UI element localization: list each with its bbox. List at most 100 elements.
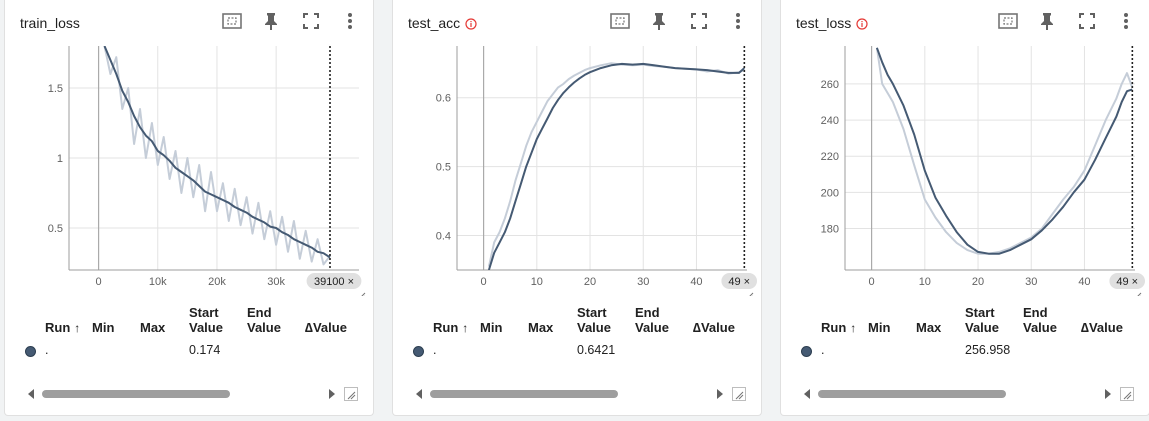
start-value-cell: 256.958 [965, 343, 1011, 357]
x-tick-label: 30k [267, 276, 285, 288]
step-chip[interactable]: 49 × [721, 273, 757, 289]
run-header-label: Run [45, 320, 71, 335]
table-row[interactable]: . 0.174 [5, 342, 373, 362]
end-value-column-header[interactable]: End Value [247, 305, 281, 335]
end-value-column-header[interactable]: End Value [635, 305, 669, 335]
run-color-dot[interactable] [25, 346, 36, 357]
run-column-header[interactable]: Run ↑ [45, 320, 80, 336]
more-vert-button[interactable] [338, 11, 362, 35]
fullscreen-button[interactable] [687, 11, 711, 35]
table-resize-handle[interactable] [344, 387, 358, 401]
series-line-raw [103, 46, 331, 266]
y-tick-label: 0.4 [436, 231, 451, 243]
table-horizontal-scrollbar[interactable] [796, 384, 1116, 404]
delta-value-column-header[interactable]: ∆Value [693, 320, 735, 335]
min-column-header[interactable]: Min [480, 320, 503, 335]
max-column-header[interactable]: Max [916, 320, 942, 335]
card-title: train_loss [20, 15, 80, 31]
fit-domain-icon [998, 12, 1018, 34]
series-line-smoothed [487, 62, 745, 270]
end-value-column-header[interactable]: End Value [1023, 305, 1057, 335]
card-title-text: train_loss [20, 15, 80, 31]
delta-value-column-header[interactable]: ∆Value [305, 320, 347, 335]
more-vert-button[interactable] [726, 11, 750, 35]
start-value-column-header[interactable]: Start Value [189, 305, 223, 335]
card-header: train_loss [5, 0, 373, 46]
chart-resize-handle[interactable] [359, 292, 366, 296]
y-tick-label: 0.6 [436, 93, 451, 105]
table-row[interactable]: . 0.6421 [393, 342, 761, 362]
step-chip[interactable]: 49 × [1109, 273, 1145, 289]
fullscreen-icon [303, 12, 319, 34]
fit-domain-button[interactable] [220, 11, 244, 35]
chart: 0.5 1 1.5 0 10k 20k 30k 39100 × [48, 46, 366, 296]
end-header-line1: End [247, 305, 272, 320]
run-color-dot[interactable] [413, 346, 424, 357]
fit-domain-icon [610, 12, 630, 34]
max-column-header[interactable]: Max [528, 320, 554, 335]
table-resize-handle[interactable] [1120, 387, 1134, 401]
start-header-line2: Value [189, 320, 223, 335]
step-chip[interactable]: 39100 × [306, 273, 362, 289]
start-value-cell: 0.174 [189, 343, 221, 357]
y-tick-label: 200 [821, 187, 839, 199]
pin-button[interactable] [647, 11, 671, 35]
more-vert-icon [735, 12, 741, 35]
pin-button[interactable] [1035, 11, 1059, 35]
info-icon[interactable] [856, 17, 868, 30]
y-tick-label: 220 [821, 151, 839, 163]
start-header-line1: Start [577, 305, 607, 320]
series-line-smoothed [103, 46, 331, 259]
info-icon[interactable] [465, 17, 477, 30]
series-line-smoothed [875, 47, 1133, 255]
table-resize-handle[interactable] [732, 387, 746, 401]
scroll-left-arrow-icon[interactable] [416, 389, 422, 399]
sort-arrow-icon: ↑ [462, 321, 469, 335]
table-horizontal-scrollbar[interactable] [20, 384, 340, 404]
delta-value-column-header[interactable]: ∆Value [1081, 320, 1123, 335]
fit-domain-button[interactable] [608, 11, 632, 35]
fit-domain-button[interactable] [996, 11, 1020, 35]
start-value-cell: 0.6421 [577, 343, 616, 357]
scroll-left-arrow-icon[interactable] [804, 389, 810, 399]
step-chip-label: 49 × [1116, 276, 1138, 288]
run-header-label: Run [433, 320, 459, 335]
min-column-header[interactable]: Min [92, 320, 115, 335]
x-tick-label: 20 [584, 276, 596, 288]
y-tick-label: 1 [57, 153, 63, 165]
y-tick-label: 240 [821, 115, 839, 127]
scrollbar-thumb[interactable] [42, 390, 230, 398]
card-header: test_acc [393, 0, 761, 46]
start-header-line1: Start [189, 305, 219, 320]
chart-resize-handle[interactable] [747, 292, 754, 296]
run-color-dot[interactable] [801, 346, 812, 357]
scroll-right-arrow-icon[interactable] [329, 389, 335, 399]
fullscreen-button[interactable] [1075, 11, 1099, 35]
scroll-right-arrow-icon[interactable] [717, 389, 723, 399]
x-tick-label: 0 [481, 276, 487, 288]
more-vert-icon [1123, 12, 1129, 35]
scroll-right-arrow-icon[interactable] [1105, 389, 1111, 399]
pin-button[interactable] [259, 11, 283, 35]
x-tick-label: 30 [1025, 276, 1037, 288]
more-vert-button[interactable] [1114, 11, 1138, 35]
max-column-header[interactable]: Max [140, 320, 166, 335]
min-column-header[interactable]: Min [868, 320, 891, 335]
scrollbar-thumb[interactable] [818, 390, 1006, 398]
start-header-line2: Value [965, 320, 999, 335]
scroll-left-arrow-icon[interactable] [28, 389, 34, 399]
pin-icon [1039, 12, 1055, 35]
table-horizontal-scrollbar[interactable] [408, 384, 728, 404]
run-column-header[interactable]: Run ↑ [821, 320, 856, 336]
table-row[interactable]: . 256.958 [781, 342, 1149, 362]
x-tick-label: 30 [637, 276, 649, 288]
start-value-column-header[interactable]: Start Value [965, 305, 999, 335]
run-header-label: Run [821, 320, 847, 335]
fullscreen-button[interactable] [299, 11, 323, 35]
scrollbar-thumb[interactable] [430, 390, 618, 398]
run-column-header[interactable]: Run ↑ [433, 320, 468, 336]
start-value-column-header[interactable]: Start Value [577, 305, 611, 335]
chart-resize-handle[interactable] [1135, 292, 1142, 296]
y-tick-label: 1.5 [48, 83, 63, 95]
card-title: test_loss [796, 15, 868, 31]
